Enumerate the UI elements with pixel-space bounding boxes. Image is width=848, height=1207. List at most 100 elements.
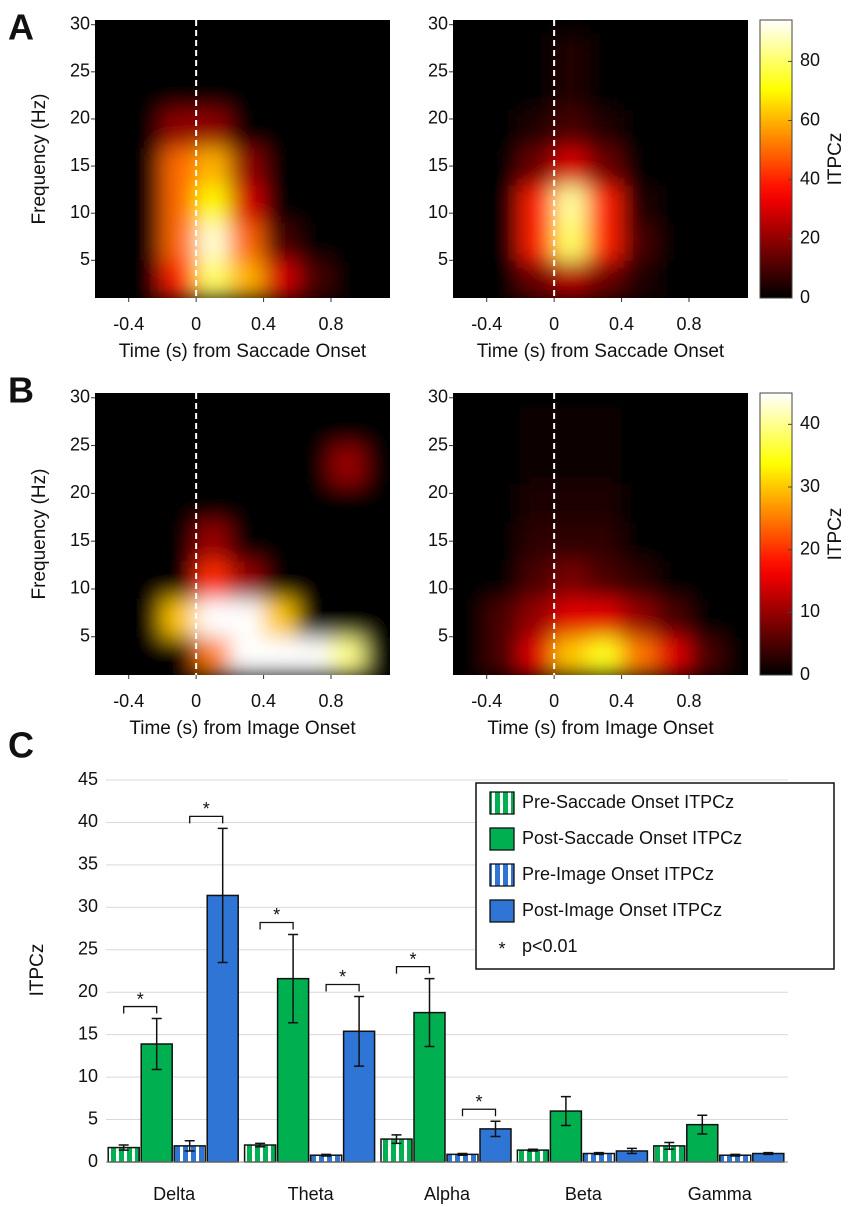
heatmap-cells xyxy=(95,33,390,298)
heat-cell xyxy=(486,146,521,186)
y-tick-label: 15 xyxy=(70,530,90,550)
heat-cell xyxy=(722,445,748,485)
heat-cell xyxy=(587,483,623,523)
error-bar xyxy=(730,1153,741,1157)
heat-cell xyxy=(229,636,265,675)
heat-cell xyxy=(587,33,623,73)
heat-cell xyxy=(553,146,589,186)
heat-cell xyxy=(263,521,298,561)
heat-cell xyxy=(195,483,231,523)
heat-cell xyxy=(161,636,197,675)
x-tick-label: 0.4 xyxy=(609,691,634,711)
heat-cell xyxy=(654,406,690,447)
x-tick-label: 0.4 xyxy=(251,691,276,711)
heat-cell xyxy=(263,406,298,447)
y-tick-label: 20 xyxy=(70,108,90,128)
heat-cell xyxy=(486,483,521,523)
heat-cell xyxy=(621,483,656,523)
heat-cell xyxy=(486,259,521,298)
heat-cell xyxy=(519,636,555,675)
error-bar xyxy=(255,1142,266,1148)
heat-cell xyxy=(330,636,366,675)
heat-cell xyxy=(95,406,130,447)
heat-cell xyxy=(161,521,197,561)
heat-cell xyxy=(553,71,589,111)
heat-cell xyxy=(95,521,130,561)
heat-cell xyxy=(688,146,724,186)
heat-cell xyxy=(553,259,589,298)
legend-swatch xyxy=(489,863,515,887)
heat-cell xyxy=(296,71,332,111)
heat-cell xyxy=(364,33,390,73)
heat-cell xyxy=(519,33,555,73)
heat-cell xyxy=(330,222,366,261)
heat-cell xyxy=(128,146,163,186)
significance-bracket xyxy=(461,1108,497,1117)
y-tick-label: 25 xyxy=(70,61,90,81)
heat-cell xyxy=(364,445,390,485)
x-tick-label: Delta xyxy=(153,1184,196,1204)
heat-cell xyxy=(229,109,265,148)
significance-marker: * xyxy=(475,1092,482,1112)
heat-cell xyxy=(364,521,390,561)
heat-cell xyxy=(95,146,130,186)
y-tick-label: 25 xyxy=(78,939,98,959)
x-axis-title: Time (s) from Saccade Onset xyxy=(119,341,367,362)
legend-label: Pre-Image Onset ITPCz xyxy=(522,864,714,884)
legend-swatch xyxy=(489,827,515,851)
significance-marker: * xyxy=(273,905,280,925)
heat-cell xyxy=(688,71,724,111)
heat-cell xyxy=(621,636,656,675)
heat-cell xyxy=(587,146,623,186)
heat-cell xyxy=(722,406,748,447)
heat-cell xyxy=(519,598,555,638)
heat-cell xyxy=(95,559,130,600)
heat-cell xyxy=(330,521,366,561)
x-tick-label: 0.8 xyxy=(318,691,343,711)
x-tick-label: 0 xyxy=(191,314,201,334)
legend-box xyxy=(475,782,835,970)
heat-cell xyxy=(553,598,589,638)
heat-cell xyxy=(654,259,690,298)
colorbar-tick-label: 60 xyxy=(800,109,820,129)
x-tick-label: Theta xyxy=(288,1184,335,1204)
y-axis-title: Frequency (Hz) xyxy=(29,94,50,225)
heat-cell xyxy=(587,184,623,224)
heat-cell xyxy=(95,33,130,73)
heat-cell xyxy=(161,445,197,485)
y-tick-label: 20 xyxy=(70,482,90,502)
significance-marker: * xyxy=(339,967,346,987)
colorbar xyxy=(759,392,793,676)
error-bar xyxy=(151,1017,162,1071)
heat-cell xyxy=(330,483,366,523)
heat-cell xyxy=(621,259,656,298)
heat-cell xyxy=(195,259,231,298)
heat-cell xyxy=(621,109,656,148)
y-tick-label: 10 xyxy=(78,1066,98,1086)
heat-cell xyxy=(587,598,623,638)
heat-cell xyxy=(229,259,265,298)
heat-cell xyxy=(364,259,390,298)
heat-cell xyxy=(722,109,748,148)
colorbar-tick-label: 10 xyxy=(800,601,820,621)
panel-label: B xyxy=(8,370,34,411)
heat-cell xyxy=(587,559,623,600)
heat-cell xyxy=(95,483,130,523)
error-bar xyxy=(184,1140,195,1152)
colorbar-tick-label: 80 xyxy=(800,50,820,70)
heat-cell xyxy=(722,259,748,298)
heat-cell xyxy=(453,259,488,298)
heat-cell xyxy=(553,33,589,73)
significance-bracket xyxy=(259,921,294,930)
heat-cell xyxy=(330,559,366,600)
heat-cell xyxy=(296,636,332,675)
heat-cell xyxy=(195,146,231,186)
heatmap xyxy=(453,406,748,675)
colorbar-tick-label: 40 xyxy=(800,168,820,188)
heat-cell xyxy=(621,71,656,111)
heat-cell xyxy=(263,33,298,73)
heat-cell xyxy=(364,559,390,600)
y-tick-label: 5 xyxy=(80,626,90,646)
heat-cell xyxy=(587,109,623,148)
